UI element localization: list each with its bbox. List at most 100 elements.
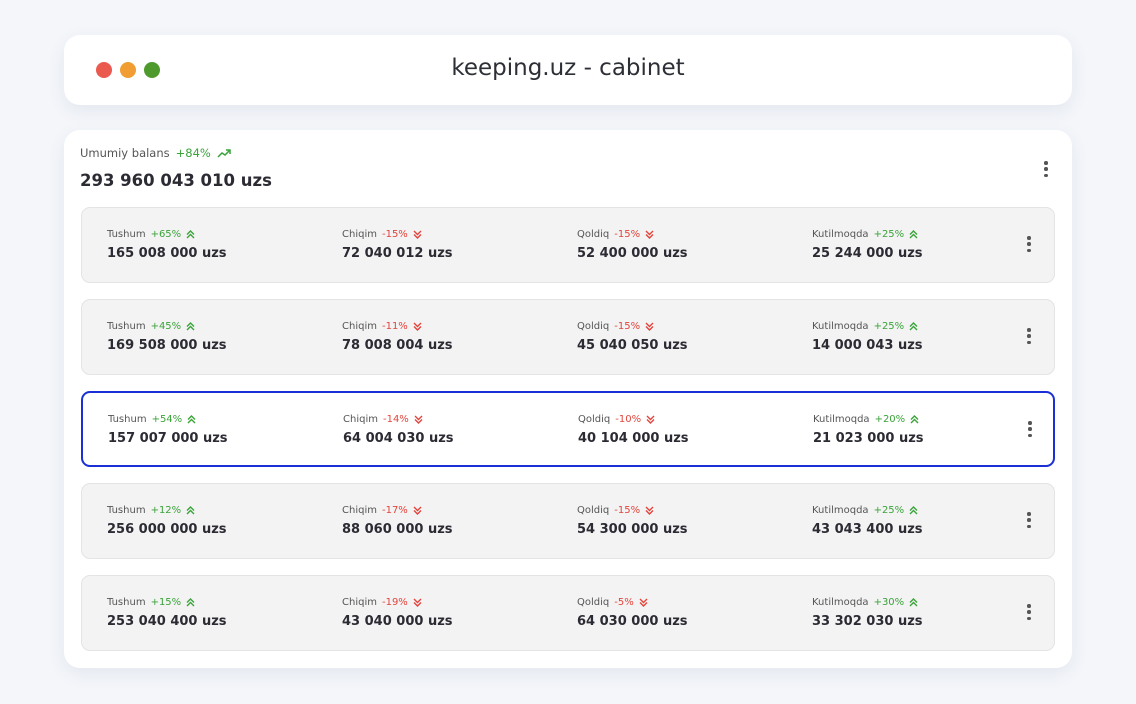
stat-cell: Chiqim -17% 88 060 000 uzs: [342, 503, 453, 538]
stat-amount: 43 043 400 uzs: [812, 522, 923, 537]
down-arrow-icon: [414, 415, 423, 424]
stat-header: Qoldiq -15%: [577, 319, 688, 333]
stat-header: Kutilmoqda +25%: [812, 319, 923, 333]
data-row[interactable]: Tushum +12% 256 000 000 uzs Chiqim -17% 88 06…: [81, 483, 1055, 559]
stat-header: Kutilmoqda +20%: [813, 412, 924, 426]
stat-label: Chiqim: [342, 596, 377, 608]
menu-button[interactable]: [1023, 602, 1035, 622]
stat-header: Qoldiq -5%: [577, 595, 688, 609]
stat-cell: Kutilmoqda +20% 21 023 000 uzs: [813, 412, 924, 447]
stat-label: Chiqim: [342, 228, 377, 240]
stat-amount: 157 007 000 uzs: [108, 431, 228, 446]
stat-label: Qoldiq: [577, 504, 610, 516]
balance-card: Umumiy balans +84% 293 960 043 010 uzs T…: [64, 130, 1072, 668]
stat-label: Tushum: [108, 413, 147, 425]
stat-amount: 52 400 000 uzs: [577, 246, 688, 261]
stat-label: Kutilmoqda: [812, 596, 869, 608]
data-row[interactable]: Tushum +45% 169 508 000 uzs Chiqim -11% 78 00…: [81, 299, 1055, 375]
down-arrow-icon: [646, 415, 655, 424]
stat-header: Kutilmoqda +30%: [812, 595, 923, 609]
minimize-dot[interactable]: [120, 62, 136, 78]
data-row[interactable]: Tushum +65% 165 008 000 uzs Chiqim -15% 72 04…: [81, 207, 1055, 283]
stat-header: Qoldiq -15%: [577, 227, 688, 241]
stat-change: +54%: [151, 413, 183, 425]
stat-amount: 43 040 000 uzs: [342, 614, 453, 629]
stat-label: Qoldiq: [577, 320, 610, 332]
stat-header: Chiqim -19%: [342, 595, 453, 609]
down-arrow-icon: [645, 506, 654, 515]
stat-header: Tushum +45%: [107, 319, 227, 333]
stat-change: +25%: [873, 228, 905, 240]
stat-header: Tushum +65%: [107, 227, 227, 241]
stat-header: Chiqim -14%: [343, 412, 454, 426]
menu-button[interactable]: [1023, 510, 1035, 530]
stat-label: Kutilmoqda: [812, 504, 869, 516]
stat-cell: Chiqim -19% 43 040 000 uzs: [342, 595, 453, 630]
stat-change: +20%: [874, 413, 906, 425]
stat-label: Kutilmoqda: [812, 228, 869, 240]
balance-label: Umumiy balans: [80, 146, 170, 160]
menu-button[interactable]: [1023, 326, 1035, 346]
stat-label: Tushum: [107, 504, 146, 516]
stat-header: Qoldiq -15%: [577, 503, 688, 517]
stat-label: Qoldiq: [577, 228, 610, 240]
stat-cell: Tushum +12% 256 000 000 uzs: [107, 503, 227, 538]
stat-label: Chiqim: [343, 413, 378, 425]
down-arrow-icon: [413, 322, 422, 331]
stat-change: -14%: [382, 413, 409, 425]
stat-cell: Qoldiq -15% 45 040 050 uzs: [577, 319, 688, 354]
balance-change: +84%: [175, 146, 211, 160]
up-arrow-icon: [186, 505, 195, 514]
stat-amount: 14 000 043 uzs: [812, 338, 923, 353]
up-arrow-icon: [909, 505, 918, 514]
close-dot[interactable]: [96, 62, 112, 78]
stat-cell: Tushum +45% 169 508 000 uzs: [107, 319, 227, 354]
down-arrow-icon: [645, 230, 654, 239]
up-arrow-icon: [187, 414, 196, 423]
stat-header: Tushum +15%: [107, 595, 227, 609]
stat-change: -10%: [615, 413, 642, 425]
stat-amount: 54 300 000 uzs: [577, 522, 688, 537]
stat-label: Kutilmoqda: [813, 413, 870, 425]
stat-change: +45%: [150, 320, 182, 332]
up-arrow-icon: [909, 597, 918, 606]
up-arrow-icon: [909, 321, 918, 330]
stat-amount: 165 008 000 uzs: [107, 246, 227, 261]
data-row[interactable]: Tushum +15% 253 040 400 uzs Chiqim -19% 43 04…: [81, 575, 1055, 651]
menu-button[interactable]: [1040, 159, 1052, 179]
stat-cell: Kutilmoqda +25% 43 043 400 uzs: [812, 503, 923, 538]
stat-change: -17%: [381, 504, 408, 516]
stat-amount: 64 004 030 uzs: [343, 431, 454, 446]
stat-amount: 21 023 000 uzs: [813, 431, 924, 446]
stat-change: +25%: [873, 320, 905, 332]
stat-cell: Qoldiq -10% 40 104 000 uzs: [578, 412, 689, 447]
stat-label: Tushum: [107, 228, 146, 240]
maximize-dot[interactable]: [144, 62, 160, 78]
menu-button[interactable]: [1023, 234, 1035, 254]
stat-label: Qoldiq: [578, 413, 611, 425]
stat-amount: 253 040 400 uzs: [107, 614, 227, 629]
stat-cell: Kutilmoqda +30% 33 302 030 uzs: [812, 595, 923, 630]
stat-amount: 78 008 004 uzs: [342, 338, 453, 353]
stat-change: +15%: [150, 596, 182, 608]
data-row[interactable]: Tushum +54% 157 007 000 uzs Chiqim -14% 64 00…: [81, 391, 1055, 467]
stat-cell: Chiqim -15% 72 040 012 uzs: [342, 227, 453, 262]
stat-amount: 45 040 050 uzs: [577, 338, 688, 353]
stat-change: -15%: [381, 228, 408, 240]
stat-cell: Qoldiq -15% 52 400 000 uzs: [577, 227, 688, 262]
window-title: keeping.uz - cabinet: [451, 55, 685, 81]
stat-header: Chiqim -15%: [342, 227, 453, 241]
stat-amount: 40 104 000 uzs: [578, 431, 689, 446]
stat-amount: 72 040 012 uzs: [342, 246, 453, 261]
stat-label: Chiqim: [342, 504, 377, 516]
stat-change: -15%: [614, 504, 641, 516]
up-arrow-icon: [909, 229, 918, 238]
down-arrow-icon: [413, 506, 422, 515]
stat-change: +65%: [150, 228, 182, 240]
trend-icon: [217, 149, 231, 158]
window-header: keeping.uz - cabinet: [64, 35, 1072, 105]
stat-label: Tushum: [107, 320, 146, 332]
menu-button[interactable]: [1024, 419, 1036, 439]
stat-amount: 64 030 000 uzs: [577, 614, 688, 629]
